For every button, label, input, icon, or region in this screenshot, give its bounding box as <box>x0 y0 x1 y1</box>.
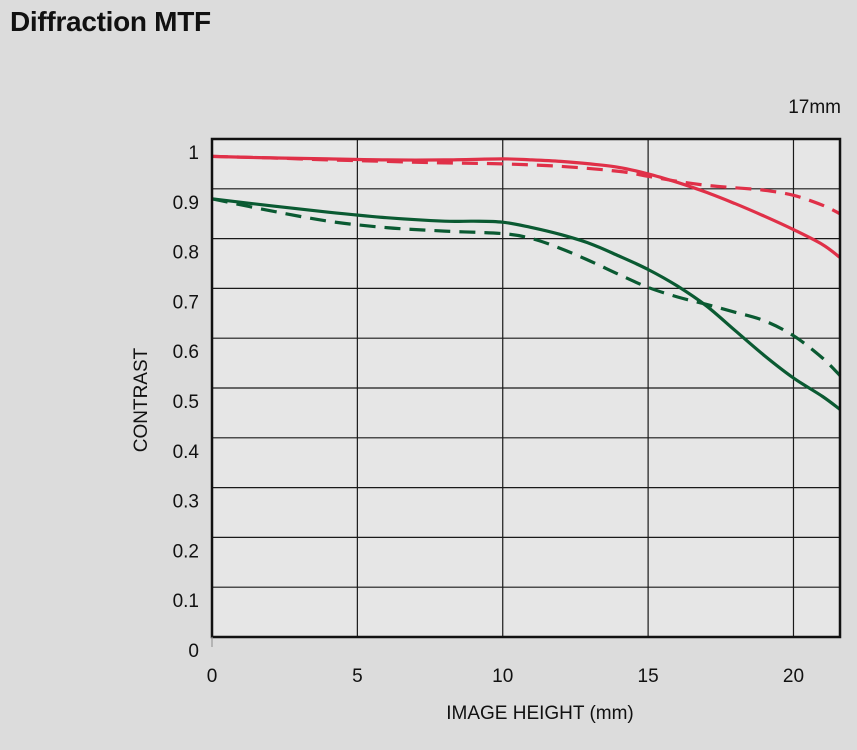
plot-frame <box>210 137 842 639</box>
x-tick-label: 10 <box>492 666 513 687</box>
y-tick-label: 0.2 <box>173 541 199 562</box>
y-tick-label: 0.5 <box>173 392 199 413</box>
series-line-green-dashed <box>211 197 842 377</box>
y-tick-label: 0.8 <box>173 243 199 264</box>
x-tick-label: 20 <box>783 666 804 687</box>
x-axis-label: IMAGE HEIGHT (mm) <box>446 703 634 724</box>
series-line-red-solid <box>211 154 841 259</box>
chart-title: Diffraction MTF <box>10 6 211 37</box>
x-tick-label: 0 <box>207 666 218 687</box>
y-axis-label: CONTRAST <box>131 347 152 452</box>
y-tick-label: 1 <box>188 143 199 164</box>
y-tick-label: 0.6 <box>173 342 199 363</box>
series-line-green-solid <box>211 197 841 411</box>
y-tick-label: 0.9 <box>173 193 199 214</box>
y-tick-label: 0.7 <box>173 292 199 313</box>
y-tick-label: 0.1 <box>173 591 199 612</box>
y-tick-label: 0.4 <box>173 442 200 463</box>
y-tick-label: 0 <box>188 641 199 662</box>
x-tick-label: 15 <box>638 666 659 687</box>
focal-length-label: 17mm <box>788 97 841 118</box>
y-tick-label: 0.3 <box>173 492 199 513</box>
x-tick-label: 5 <box>352 666 363 687</box>
